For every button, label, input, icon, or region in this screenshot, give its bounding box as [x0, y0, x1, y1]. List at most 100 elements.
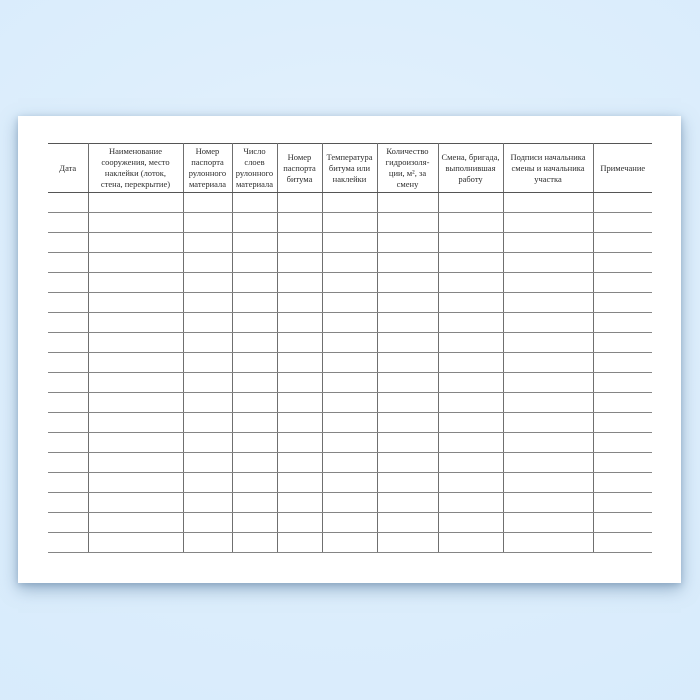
empty-cell	[182, 332, 232, 353]
empty-cell	[87, 432, 183, 453]
empty-cell	[321, 312, 377, 333]
empty-cell	[276, 232, 322, 253]
empty-cell	[182, 492, 232, 513]
empty-cell	[437, 492, 503, 513]
table-row	[48, 492, 652, 513]
empty-cell	[592, 392, 652, 413]
empty-cell	[87, 412, 183, 433]
empty-cell	[592, 412, 652, 433]
empty-cell	[87, 212, 183, 233]
empty-cell	[592, 252, 652, 273]
empty-cell	[87, 352, 183, 373]
empty-cell	[231, 432, 277, 453]
empty-cell	[502, 432, 593, 453]
empty-cell	[376, 252, 438, 273]
empty-cell	[48, 252, 88, 273]
empty-cell	[592, 372, 652, 393]
table-row	[48, 532, 652, 553]
empty-cell	[48, 412, 88, 433]
empty-cell	[437, 332, 503, 353]
empty-cell	[231, 372, 277, 393]
empty-cell	[437, 512, 503, 533]
empty-cell	[321, 492, 377, 513]
empty-cell	[592, 312, 652, 333]
document-page: Дата Наименование сооружения, место накл…	[18, 116, 681, 583]
waterproofing-log-table: Дата Наименование сооружения, место накл…	[48, 143, 652, 553]
empty-cell	[182, 212, 232, 233]
empty-cell	[502, 312, 593, 333]
col-header-bitumen-temperature: Температура битума или наклейки	[321, 143, 377, 193]
empty-cell	[231, 392, 277, 413]
empty-cell	[376, 192, 438, 213]
empty-cell	[48, 392, 88, 413]
table-row	[48, 232, 652, 253]
empty-cell	[321, 532, 377, 553]
empty-cell	[502, 452, 593, 473]
empty-cell	[376, 512, 438, 533]
empty-cell	[182, 512, 232, 533]
table-row	[48, 432, 652, 453]
empty-cell	[376, 452, 438, 473]
table-row	[48, 392, 652, 413]
empty-cell	[87, 512, 183, 533]
empty-cell	[231, 292, 277, 313]
empty-cell	[376, 392, 438, 413]
empty-cell	[231, 252, 277, 273]
empty-cell	[276, 472, 322, 493]
empty-cell	[502, 532, 593, 553]
empty-cell	[321, 412, 377, 433]
empty-cell	[231, 452, 277, 473]
empty-cell	[502, 392, 593, 413]
empty-cell	[48, 352, 88, 373]
empty-cell	[182, 392, 232, 413]
empty-cell	[276, 392, 322, 413]
table-row	[48, 472, 652, 493]
empty-cell	[48, 432, 88, 453]
col-header-roll-material-passport-no: Номер паспорта рулонного материала	[182, 143, 232, 193]
empty-cell	[437, 412, 503, 433]
empty-cell	[276, 432, 322, 453]
col-header-structure-name-glue-place: Наименование сооружения, место наклейки …	[87, 143, 183, 193]
empty-cell	[592, 212, 652, 233]
empty-cell	[276, 192, 322, 213]
empty-cell	[231, 312, 277, 333]
table-row	[48, 332, 652, 353]
empty-cell	[321, 252, 377, 273]
empty-cell	[592, 332, 652, 353]
empty-cell	[87, 332, 183, 353]
empty-cell	[87, 192, 183, 213]
empty-cell	[87, 472, 183, 493]
table-body	[48, 192, 652, 553]
empty-cell	[182, 192, 232, 213]
empty-cell	[321, 512, 377, 533]
empty-cell	[182, 312, 232, 333]
col-header-waterproofing-quantity-per-shift: Количество гидроизоля- ции, м², за смену	[376, 143, 438, 193]
empty-cell	[592, 352, 652, 373]
table-row	[48, 372, 652, 393]
empty-cell	[376, 412, 438, 433]
empty-cell	[276, 412, 322, 433]
empty-cell	[231, 532, 277, 553]
empty-cell	[437, 452, 503, 473]
empty-cell	[592, 192, 652, 213]
col-header-bitumen-passport-no: Номер паспорта битума	[276, 143, 322, 193]
empty-cell	[231, 272, 277, 293]
empty-cell	[276, 452, 322, 473]
empty-cell	[502, 372, 593, 393]
empty-cell	[276, 332, 322, 353]
empty-cell	[231, 512, 277, 533]
empty-cell	[502, 472, 593, 493]
empty-cell	[87, 272, 183, 293]
empty-cell	[87, 312, 183, 333]
empty-cell	[87, 452, 183, 473]
empty-cell	[276, 512, 322, 533]
empty-cell	[87, 232, 183, 253]
empty-cell	[502, 332, 593, 353]
col-header-notes: Примечание	[592, 143, 652, 193]
empty-cell	[48, 272, 88, 293]
empty-cell	[182, 372, 232, 393]
empty-cell	[376, 292, 438, 313]
empty-cell	[231, 192, 277, 213]
empty-cell	[48, 512, 88, 533]
empty-cell	[87, 292, 183, 313]
